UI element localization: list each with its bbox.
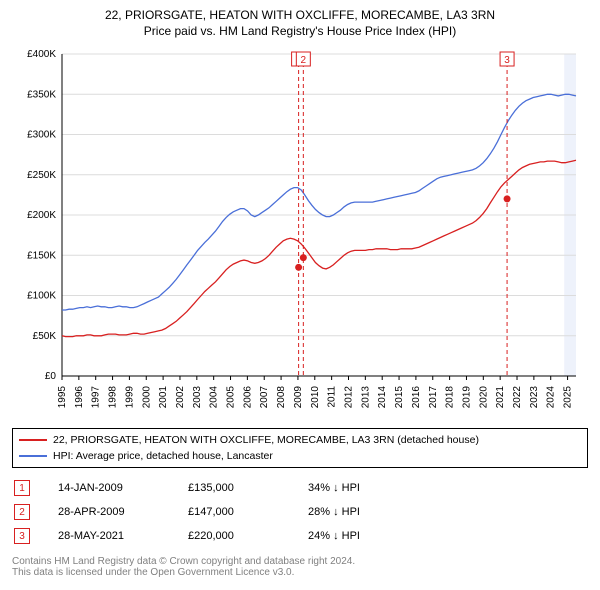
x-tick-label: 2015	[394, 386, 405, 409]
legend-row: 22, PRIORSGATE, HEATON WITH OXCLIFFE, MO…	[19, 433, 581, 447]
x-tick-label: 2004	[209, 386, 220, 409]
chart-title: 22, PRIORSGATE, HEATON WITH OXCLIFFE, MO…	[12, 8, 588, 38]
y-tick-label: £350K	[27, 89, 56, 100]
sale-delta: 28% ↓ HPI	[308, 506, 360, 518]
y-tick-label: £100K	[27, 291, 56, 302]
x-tick-label: 2010	[310, 386, 321, 409]
sale-point-1	[295, 264, 302, 271]
legend-label: 22, PRIORSGATE, HEATON WITH OXCLIFFE, MO…	[53, 434, 479, 446]
sale-row: 3 28-MAY-2021£220,00024% ↓ HPI	[12, 524, 588, 548]
legend-row: HPI: Average price, detached house, Lanc…	[19, 449, 581, 463]
y-tick-label: £0	[45, 371, 57, 382]
sale-row: 1 14-JAN-2009£135,00034% ↓ HPI	[12, 476, 588, 500]
legend: 22, PRIORSGATE, HEATON WITH OXCLIFFE, MO…	[12, 428, 588, 468]
x-tick-label: 2016	[411, 386, 422, 409]
x-tick-label: 2025	[563, 386, 574, 409]
x-tick-label: 2002	[175, 386, 186, 409]
title-line-2: Price paid vs. HM Land Registry's House …	[12, 24, 588, 38]
x-tick-label: 1997	[91, 386, 102, 409]
x-tick-label: 1999	[124, 386, 135, 409]
x-tick-label: 2012	[343, 386, 354, 409]
x-tick-label: 2020	[478, 386, 489, 409]
x-tick-label: 2007	[259, 386, 270, 409]
x-tick-label: 2000	[141, 386, 152, 409]
x-tick-label: 1995	[57, 386, 68, 409]
footer-line-2: This data is licensed under the Open Gov…	[12, 567, 588, 578]
chart-svg: £0 £50K £100K £150K £200K £250K £300K £350K £400…	[12, 44, 588, 424]
sale-date: 28-MAY-2021	[58, 530, 188, 542]
sale-marker-num-2: 2	[301, 55, 307, 66]
sale-delta: 24% ↓ HPI	[308, 530, 360, 542]
y-tick-label: £250K	[27, 170, 56, 181]
legend-label: HPI: Average price, detached house, Lanc…	[53, 450, 273, 462]
x-tick-label: 1998	[108, 386, 119, 409]
y-tick-label: £200K	[27, 210, 56, 221]
x-tick-label: 2017	[428, 386, 439, 409]
sales-table: 1 14-JAN-2009£135,00034% ↓ HPI 2 28-APR-200…	[12, 476, 588, 548]
y-tick-label: £400K	[27, 49, 56, 60]
x-tick-label: 2023	[529, 386, 540, 409]
title-line-1: 22, PRIORSGATE, HEATON WITH OXCLIFFE, MO…	[12, 8, 588, 22]
sale-row-marker: 1	[14, 480, 30, 496]
sale-row-marker: 3	[14, 528, 30, 544]
x-tick-label: 1996	[74, 386, 85, 409]
sale-marker-num-3: 3	[504, 55, 510, 66]
x-tick-label: 2024	[546, 386, 557, 409]
sale-date: 14-JAN-2009	[58, 482, 188, 494]
legend-swatch	[19, 455, 47, 457]
sale-delta: 34% ↓ HPI	[308, 482, 360, 494]
legend-swatch	[19, 439, 47, 441]
y-tick-label: £300K	[27, 130, 56, 141]
sale-date: 28-APR-2009	[58, 506, 188, 518]
x-tick-label: 2022	[512, 386, 523, 409]
x-tick-label: 2014	[377, 386, 388, 409]
chart-plot-area: £0 £50K £100K £150K £200K £250K £300K £350K £400…	[12, 44, 588, 424]
x-tick-label: 2013	[360, 386, 371, 409]
x-tick-label: 2019	[461, 386, 472, 409]
y-tick-label: £50K	[33, 331, 57, 342]
x-tick-label: 2021	[495, 386, 506, 409]
footer-line-1: Contains HM Land Registry data © Crown c…	[12, 556, 588, 567]
x-tick-label: 2009	[293, 386, 304, 409]
x-tick-label: 2001	[158, 386, 169, 409]
footer-attribution: Contains HM Land Registry data © Crown c…	[12, 556, 588, 578]
sale-price: £147,000	[188, 506, 308, 518]
x-tick-label: 2005	[226, 386, 237, 409]
x-tick-label: 2011	[327, 386, 338, 408]
sale-point-2	[300, 254, 307, 261]
chart-container: 22, PRIORSGATE, HEATON WITH OXCLIFFE, MO…	[0, 0, 600, 588]
y-tick-label: £150K	[27, 250, 56, 261]
sale-price: £220,000	[188, 530, 308, 542]
x-tick-label: 2018	[445, 386, 456, 409]
x-tick-label: 2003	[192, 386, 203, 409]
x-tick-label: 2006	[242, 386, 253, 409]
sale-point-3	[504, 195, 511, 202]
sale-row: 2 28-APR-2009£147,00028% ↓ HPI	[12, 500, 588, 524]
sale-row-marker: 2	[14, 504, 30, 520]
sale-price: £135,000	[188, 482, 308, 494]
x-tick-label: 2008	[276, 386, 287, 409]
